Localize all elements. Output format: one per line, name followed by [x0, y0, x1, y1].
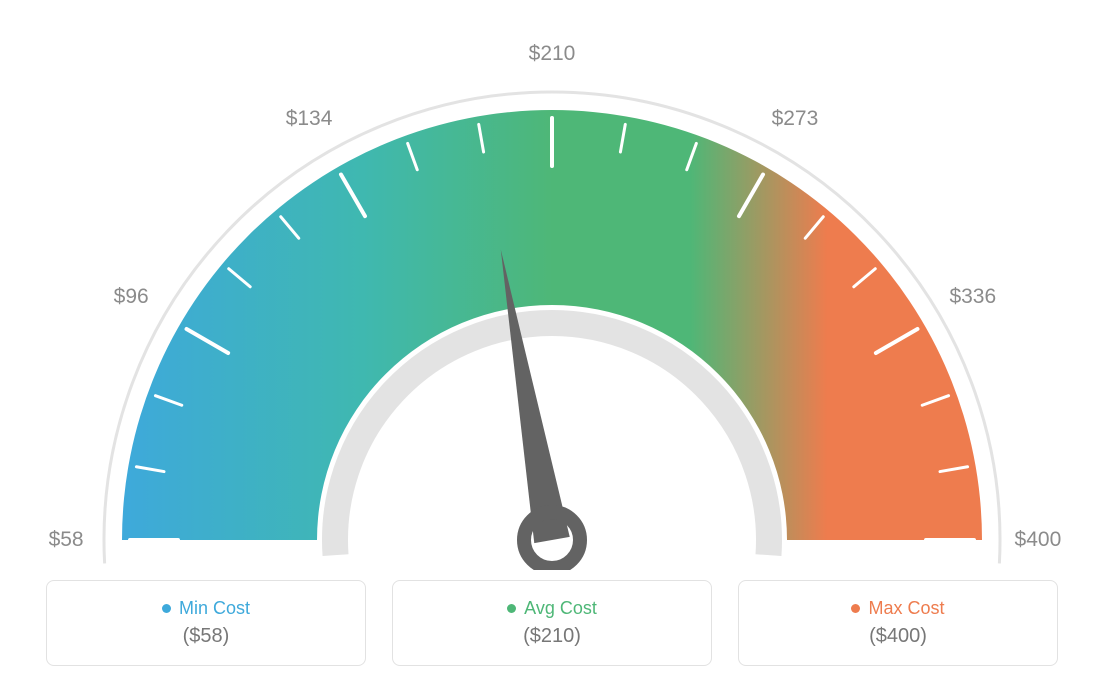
- legend-value-min: ($58): [183, 625, 230, 648]
- gauge-tick-label: $96: [114, 285, 149, 309]
- gauge-tick-label: $210: [529, 42, 576, 66]
- gauge-tick-label: $400: [1015, 528, 1062, 552]
- gauge-tick-label: $58: [49, 528, 84, 552]
- legend-dot-avg: [507, 604, 516, 613]
- gauge-tick-label: $273: [772, 107, 819, 131]
- gauge-tick-label: $134: [286, 107, 333, 131]
- legend-card-max: Max Cost ($400): [738, 580, 1058, 666]
- legend-top: Min Cost: [162, 598, 250, 619]
- legend-title-avg: Avg Cost: [524, 598, 597, 619]
- legend-dot-min: [162, 604, 171, 613]
- legend-top: Max Cost: [851, 598, 944, 619]
- legend-card-avg: Avg Cost ($210): [392, 580, 712, 666]
- gauge-tick-label: $336: [949, 285, 996, 309]
- legend-value-avg: ($210): [523, 625, 581, 648]
- legend-card-min: Min Cost ($58): [46, 580, 366, 666]
- legend-dot-max: [851, 604, 860, 613]
- legend-top: Avg Cost: [507, 598, 597, 619]
- legend-title-min: Min Cost: [179, 598, 250, 619]
- legend-value-max: ($400): [869, 625, 927, 648]
- gauge-chart: $58 $96 $134 $210 $273 $336 $400: [22, 10, 1082, 570]
- gauge-svg: [22, 10, 1082, 570]
- legend-title-max: Max Cost: [868, 598, 944, 619]
- legend-row: Min Cost ($58) Avg Cost ($210) Max Cost …: [46, 580, 1058, 666]
